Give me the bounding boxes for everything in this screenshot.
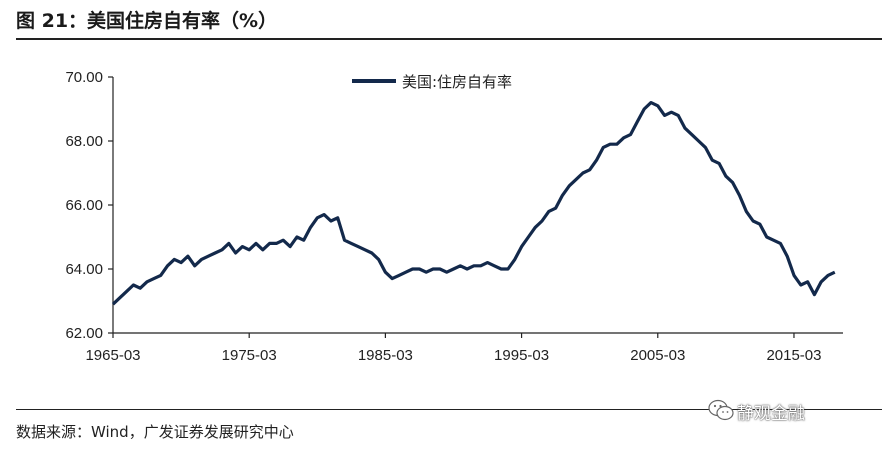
x-axis-ticks: 1965-03 1975-03 1985-03 1995-03 2005-03 2015-… [85, 333, 822, 364]
figure-title: 图 21：美国住房自有率（%） [16, 10, 278, 32]
chart-axes [112, 77, 843, 334]
line-chart: 62.00 64.00 66.00 68.00 70.00 1965-03 1975-03… [65, 69, 843, 364]
x-tick-label: 1985-03 [358, 347, 413, 364]
chart-legend: 美国:住房自有率 [352, 73, 512, 91]
title-divider [16, 38, 882, 40]
x-tick-label: 2005-03 [630, 347, 685, 364]
y-tick-label: 64.00 [65, 261, 103, 278]
x-tick-label: 1995-03 [494, 347, 549, 364]
y-tick-label: 62.00 [65, 325, 103, 342]
y-tick-label: 70.00 [65, 69, 103, 86]
wechat-icon [708, 399, 734, 421]
series-line-homeownership-rate [111, 101, 836, 306]
x-tick-label: 2015-03 [766, 347, 821, 364]
x-tick-label: 1975-03 [222, 347, 277, 364]
source-note: 数据来源：Wind，广发证券发展研究中心 [16, 423, 294, 441]
legend-label: 美国:住房自有率 [402, 73, 512, 91]
y-axis-ticks: 62.00 64.00 66.00 68.00 70.00 [65, 69, 113, 342]
y-tick-label: 66.00 [65, 197, 103, 214]
y-tick-label: 68.00 [65, 133, 103, 150]
watermark-text: 静观金融 [737, 404, 805, 424]
footer-divider [16, 409, 882, 410]
x-tick-label: 1965-03 [85, 347, 140, 364]
